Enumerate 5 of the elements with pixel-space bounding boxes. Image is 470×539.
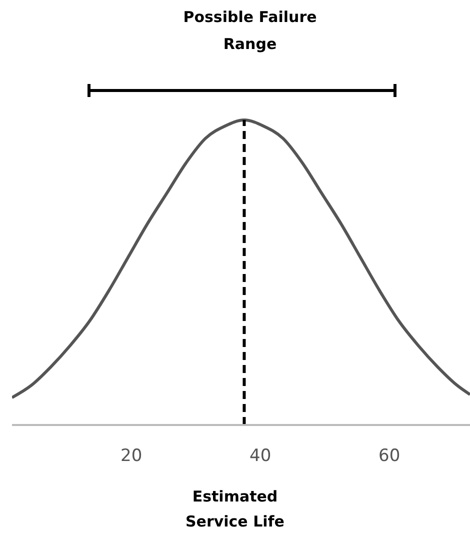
x-axis-title: Estimated Service Life [186, 488, 284, 531]
x-tick-label: 60 [378, 446, 400, 466]
text: Possible Failure Range [182, 7, 318, 55]
x-tick-label: 40 [250, 446, 272, 466]
x-tick-label: 20 [120, 446, 142, 466]
